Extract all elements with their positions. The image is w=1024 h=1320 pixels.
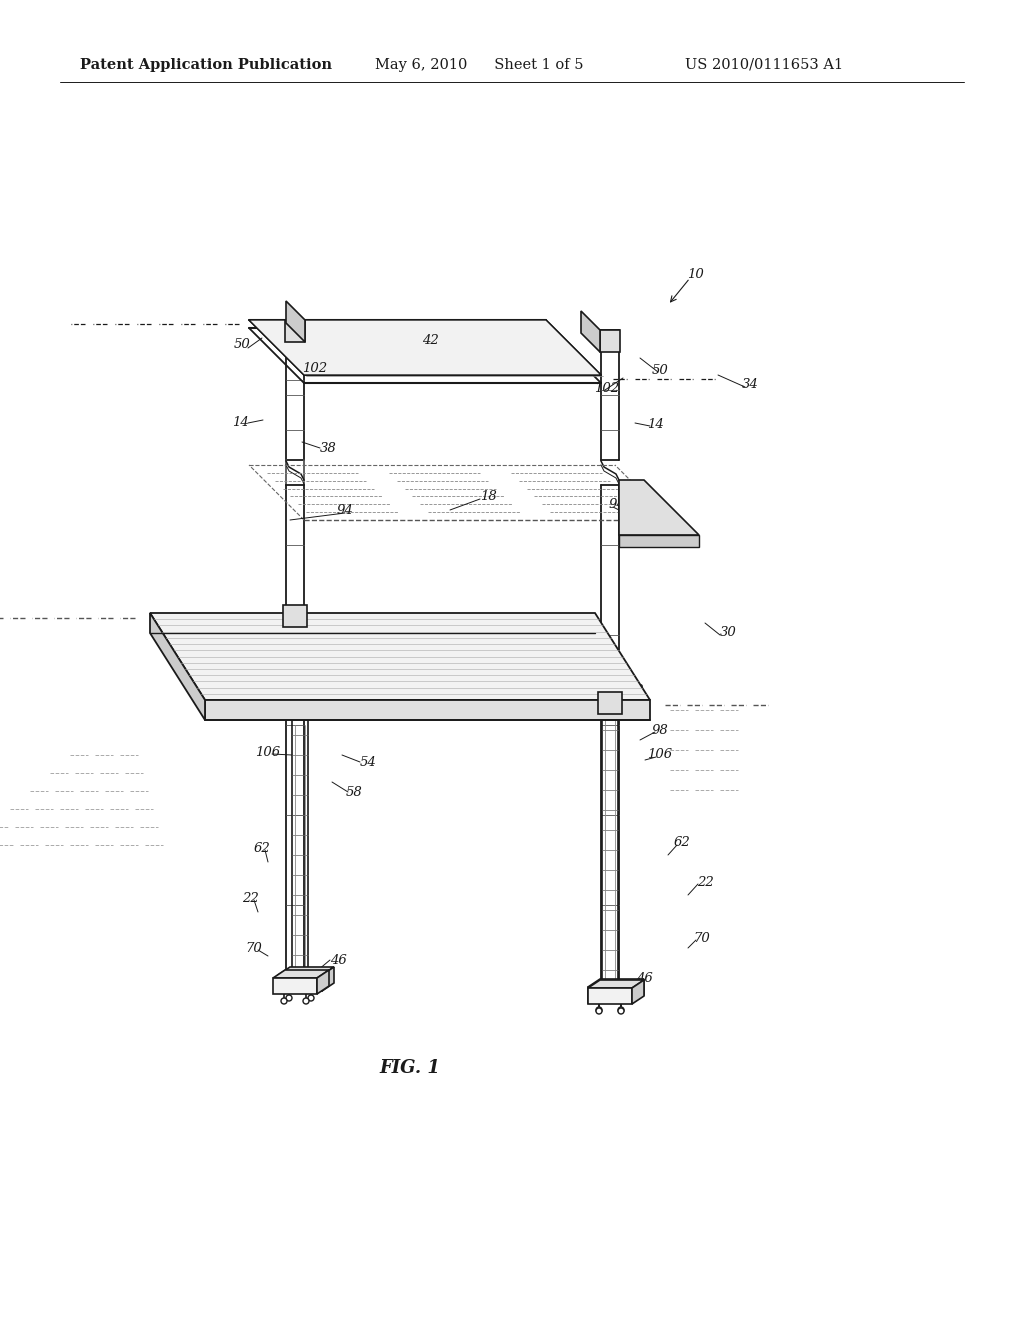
Text: US 2010/0111653 A1: US 2010/0111653 A1 — [685, 58, 843, 73]
Polygon shape — [249, 319, 601, 375]
Circle shape — [618, 1007, 624, 1012]
Text: 102: 102 — [302, 362, 328, 375]
Text: 14: 14 — [231, 416, 249, 429]
Circle shape — [308, 995, 314, 1001]
Polygon shape — [205, 700, 650, 719]
Text: 98: 98 — [651, 723, 669, 737]
Text: 94: 94 — [608, 499, 626, 511]
Polygon shape — [588, 979, 644, 987]
Text: FIG. 1: FIG. 1 — [380, 1059, 440, 1077]
Text: 30: 30 — [720, 627, 736, 639]
Polygon shape — [278, 975, 322, 991]
Polygon shape — [598, 692, 622, 714]
Polygon shape — [618, 480, 699, 535]
Polygon shape — [317, 970, 329, 994]
Text: 58: 58 — [346, 785, 362, 799]
Text: 46: 46 — [330, 953, 346, 966]
Text: Patent Application Publication: Patent Application Publication — [80, 58, 332, 73]
Text: 38: 38 — [319, 441, 336, 454]
Text: 70: 70 — [246, 941, 262, 954]
Polygon shape — [632, 979, 644, 1003]
Text: 22: 22 — [242, 891, 258, 904]
Polygon shape — [273, 970, 329, 978]
Polygon shape — [286, 301, 305, 342]
Text: 102: 102 — [595, 381, 620, 395]
Text: 26: 26 — [609, 700, 627, 713]
Circle shape — [596, 1008, 602, 1014]
Polygon shape — [322, 968, 334, 991]
Polygon shape — [618, 535, 699, 546]
Text: 50: 50 — [651, 363, 669, 376]
Polygon shape — [581, 312, 600, 352]
Circle shape — [596, 1007, 602, 1012]
Text: 14: 14 — [646, 418, 664, 432]
Text: 62: 62 — [674, 837, 690, 850]
Text: 82: 82 — [260, 631, 276, 644]
Polygon shape — [632, 979, 644, 1005]
Text: 46: 46 — [636, 972, 652, 985]
Circle shape — [303, 998, 309, 1005]
Polygon shape — [273, 978, 317, 994]
Circle shape — [286, 995, 292, 1001]
Circle shape — [281, 998, 287, 1005]
Text: 94: 94 — [337, 503, 353, 516]
Polygon shape — [283, 605, 307, 627]
Polygon shape — [588, 987, 632, 1003]
Text: 62: 62 — [254, 842, 270, 854]
Polygon shape — [150, 612, 650, 700]
Text: Sheet 1 of 5: Sheet 1 of 5 — [485, 58, 584, 73]
Text: 106: 106 — [255, 746, 281, 759]
Text: 22: 22 — [696, 875, 714, 888]
Text: 50: 50 — [233, 338, 251, 351]
Text: 82: 82 — [628, 684, 644, 697]
Polygon shape — [588, 987, 632, 1005]
Polygon shape — [600, 330, 620, 352]
Polygon shape — [278, 968, 334, 975]
Text: May 6, 2010: May 6, 2010 — [375, 58, 467, 73]
Text: 74: 74 — [450, 639, 466, 652]
Text: 34: 34 — [741, 379, 759, 392]
Text: 54: 54 — [359, 755, 377, 768]
Circle shape — [618, 1008, 624, 1014]
Text: 18: 18 — [479, 491, 497, 503]
Polygon shape — [285, 319, 305, 342]
Text: 42: 42 — [422, 334, 438, 346]
Text: 10: 10 — [687, 268, 703, 281]
Polygon shape — [588, 979, 644, 987]
Text: 70: 70 — [693, 932, 711, 945]
Polygon shape — [150, 612, 205, 719]
Text: 106: 106 — [647, 748, 673, 762]
